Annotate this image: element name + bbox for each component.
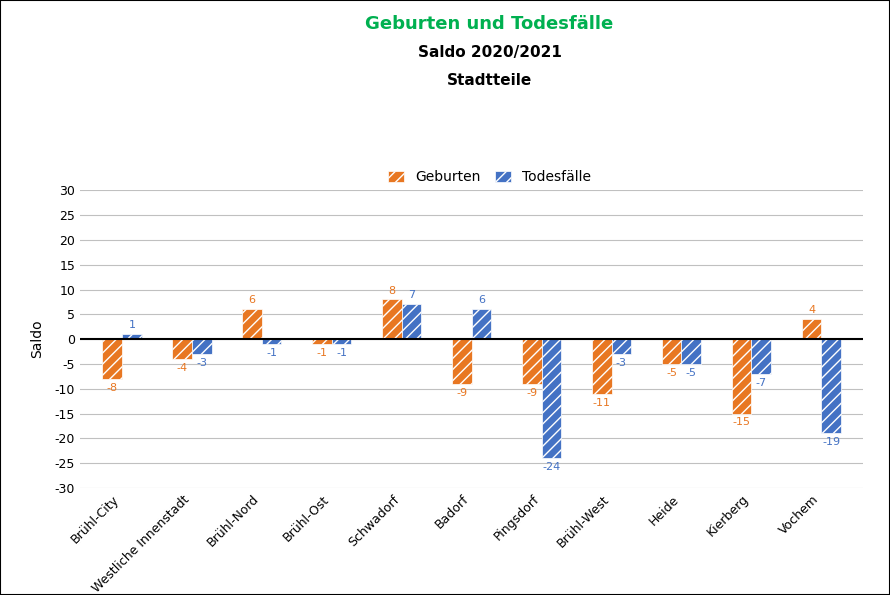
Text: 1: 1 [128, 320, 135, 330]
Bar [173, 339, 192, 359]
Text: -1: -1 [266, 348, 277, 358]
Text: -3: -3 [197, 358, 207, 368]
Y-axis label: Saldo: Saldo [29, 320, 44, 358]
Bar [522, 339, 542, 384]
Bar [662, 339, 682, 364]
Text: -5: -5 [667, 368, 677, 378]
Bar [262, 339, 281, 344]
Text: Stadtteile: Stadtteile [447, 73, 532, 87]
Bar [472, 309, 491, 339]
Text: 8: 8 [388, 286, 395, 296]
Text: -5: -5 [686, 368, 697, 378]
Bar [242, 309, 262, 339]
Bar [682, 339, 701, 364]
Bar [382, 299, 401, 339]
Text: 6: 6 [478, 296, 485, 305]
Text: 7: 7 [408, 290, 415, 300]
Text: -4: -4 [176, 363, 188, 373]
Text: -15: -15 [732, 418, 750, 427]
Bar [102, 339, 122, 379]
Bar [802, 320, 821, 339]
Bar [401, 305, 421, 339]
Text: Geburten und Todesfälle: Geburten und Todesfälle [366, 15, 613, 33]
Text: -7: -7 [756, 378, 767, 388]
Bar [751, 339, 771, 374]
Text: -19: -19 [822, 437, 840, 447]
Text: -24: -24 [542, 462, 561, 472]
Text: -3: -3 [616, 358, 627, 368]
Bar [821, 339, 841, 433]
Bar [592, 339, 611, 394]
Bar [122, 334, 142, 339]
Text: -1: -1 [336, 348, 347, 358]
Text: Saldo 2020/2021: Saldo 2020/2021 [417, 45, 562, 60]
Text: 4: 4 [808, 305, 815, 315]
Bar [312, 339, 332, 344]
Text: -9: -9 [526, 388, 538, 397]
Bar [452, 339, 472, 384]
Text: -11: -11 [593, 397, 611, 408]
Text: -8: -8 [107, 383, 117, 393]
Legend: Geburten, Todesfälle: Geburten, Todesfälle [382, 165, 597, 190]
Bar [192, 339, 212, 354]
Bar [542, 339, 562, 458]
Bar [732, 339, 751, 414]
Text: -1: -1 [317, 348, 328, 358]
Bar [332, 339, 352, 344]
Text: -9: -9 [457, 388, 467, 397]
Text: 6: 6 [248, 296, 255, 305]
Bar [611, 339, 631, 354]
